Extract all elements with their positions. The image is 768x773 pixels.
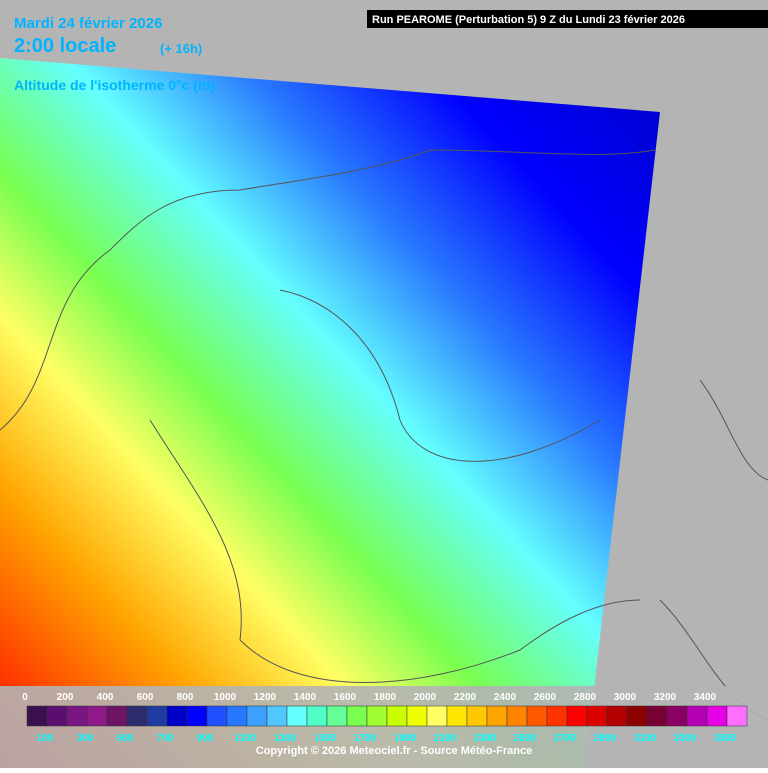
legend-swatch bbox=[526, 705, 548, 727]
parameter: Altitude de l'isotherme 0°c (m) bbox=[14, 77, 215, 93]
legend-label: 700 bbox=[157, 733, 174, 744]
legend-swatch bbox=[66, 705, 88, 727]
legend-label: 2700 bbox=[554, 733, 577, 744]
legend-swatch bbox=[426, 705, 448, 727]
legend-swatch bbox=[446, 705, 468, 727]
legend-label: 1500 bbox=[314, 733, 337, 744]
legend-swatch bbox=[106, 705, 128, 727]
legend-swatch bbox=[646, 705, 668, 727]
legend-label: 3000 bbox=[614, 692, 637, 703]
model-field bbox=[0, 58, 660, 768]
legend-label: 3400 bbox=[694, 692, 717, 703]
legend-label: 2500 bbox=[514, 733, 537, 744]
legend-label: 2900 bbox=[594, 733, 617, 744]
legend-swatch bbox=[146, 705, 168, 727]
legend-label: 0 bbox=[22, 692, 28, 703]
legend-label: 200 bbox=[57, 692, 74, 703]
legend-swatch bbox=[326, 705, 348, 727]
local-time: 2:00 locale bbox=[14, 35, 116, 57]
legend-label: 1700 bbox=[354, 733, 377, 744]
legend-swatch bbox=[566, 705, 588, 727]
legend-swatch bbox=[266, 705, 288, 727]
legend-swatch bbox=[286, 705, 308, 727]
legend-swatch bbox=[86, 705, 108, 727]
legend-swatch bbox=[46, 705, 68, 727]
legend-label: 3100 bbox=[634, 733, 657, 744]
legend-swatch bbox=[546, 705, 568, 727]
legend-swatch bbox=[26, 705, 48, 727]
legend-label: 1600 bbox=[334, 692, 357, 703]
legend-swatch bbox=[226, 705, 248, 727]
legend-swatch bbox=[666, 705, 688, 727]
legend-label: 1100 bbox=[234, 733, 256, 744]
legend-swatch bbox=[166, 705, 188, 727]
legend-swatch bbox=[366, 705, 388, 727]
legend-panel bbox=[0, 686, 768, 768]
legend-swatch bbox=[506, 705, 528, 727]
legend-swatch bbox=[486, 705, 508, 727]
legend-swatch bbox=[466, 705, 488, 727]
legend-label: 600 bbox=[137, 692, 154, 703]
legend-swatch bbox=[626, 705, 648, 727]
legend-label: 1300 bbox=[274, 733, 297, 744]
legend-label: 1800 bbox=[374, 692, 397, 703]
legend-swatch bbox=[186, 705, 208, 727]
legend-label: 100 bbox=[37, 733, 54, 744]
run-info: Run PEAROME (Perturbation 5) 9 Z du Lund… bbox=[372, 14, 685, 26]
legend-label: 3200 bbox=[654, 692, 677, 703]
run-banner bbox=[367, 10, 768, 28]
lead-time: (+ 16h) bbox=[160, 41, 202, 56]
legend-label: 900 bbox=[197, 733, 214, 744]
legend-swatch bbox=[586, 705, 608, 727]
legend-label: 400 bbox=[97, 692, 114, 703]
legend-swatch bbox=[686, 705, 708, 727]
legend-label: 2600 bbox=[534, 692, 557, 703]
legend-label: 300 bbox=[77, 733, 94, 744]
legend-label: 3300 bbox=[674, 733, 697, 744]
legend: 0 100 200 300 400 500 600 700 800 900 1000 1100 1200… bbox=[22, 692, 748, 744]
legend-label: 2400 bbox=[494, 692, 517, 703]
legend-swatch bbox=[246, 705, 268, 727]
legend-label: 3500 bbox=[714, 733, 737, 744]
legend-label: 500 bbox=[117, 733, 134, 744]
legend-label: 1200 bbox=[254, 692, 277, 703]
legend-swatch bbox=[206, 705, 228, 727]
legend-swatch bbox=[726, 705, 748, 727]
legend-swatch bbox=[706, 705, 728, 727]
legend-label: 1400 bbox=[294, 692, 317, 703]
legend-label: 1900 bbox=[394, 733, 417, 744]
legend-label: 2100 bbox=[434, 733, 457, 744]
legend-label: 2300 bbox=[474, 733, 497, 744]
legend-swatch bbox=[346, 705, 368, 727]
legend-swatch bbox=[306, 705, 328, 727]
borders bbox=[0, 149, 768, 721]
legend-label: 2800 bbox=[574, 692, 597, 703]
legend-swatch bbox=[406, 705, 428, 727]
legend-swatch bbox=[606, 705, 628, 727]
copyright: Copyright © 2026 Meteociel.fr - Source M… bbox=[256, 745, 532, 757]
date: Mardi 24 février 2026 bbox=[14, 15, 162, 32]
legend-label: 2000 bbox=[414, 692, 437, 703]
legend-label: 800 bbox=[177, 692, 194, 703]
legend-swatch bbox=[386, 705, 408, 727]
legend-label: 2200 bbox=[454, 692, 477, 703]
legend-swatch bbox=[126, 705, 148, 727]
legend-label: 1000 bbox=[214, 692, 237, 703]
